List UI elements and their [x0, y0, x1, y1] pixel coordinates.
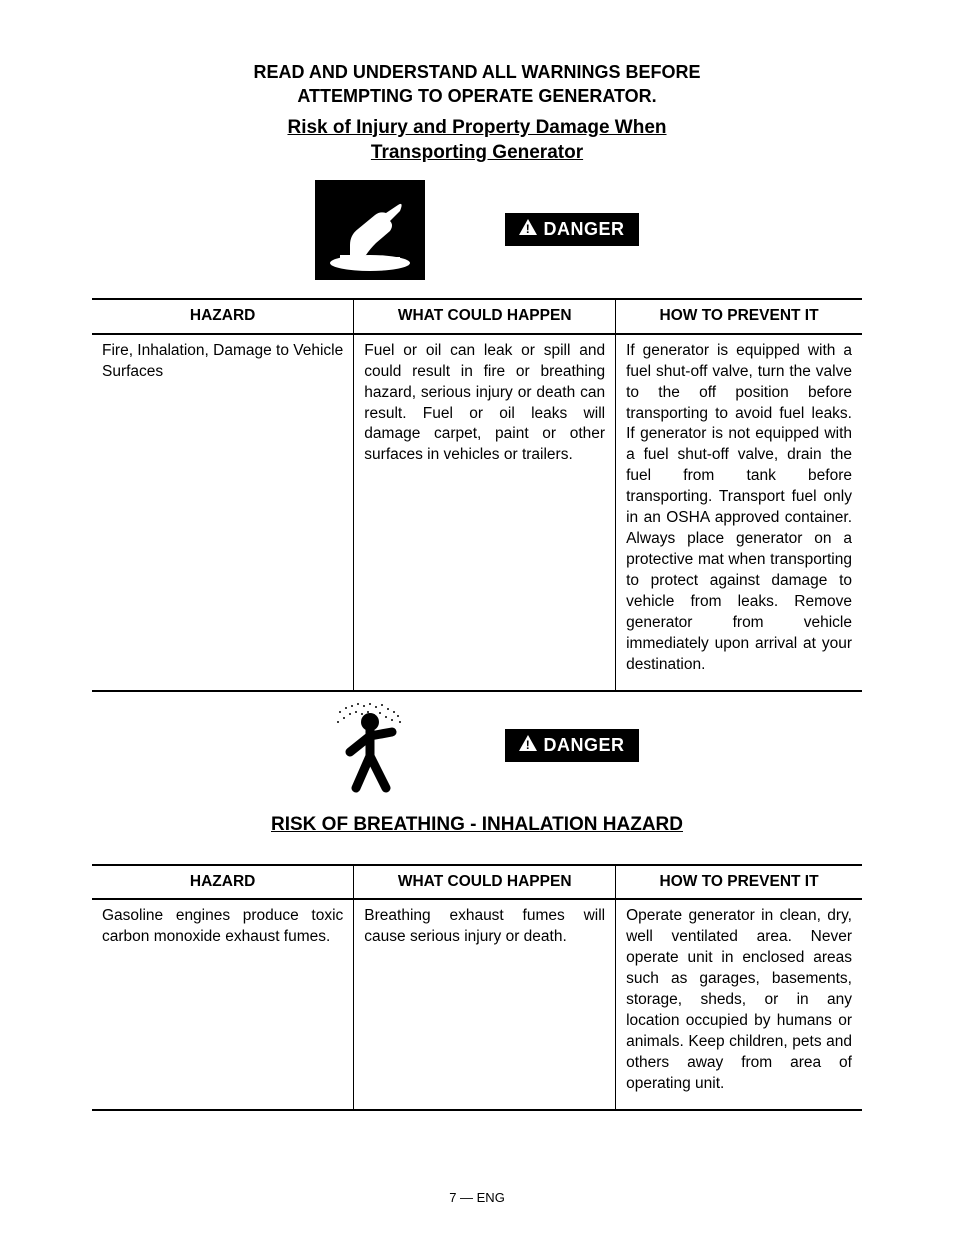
- table-row: Fire, Inhalation, Damage to Vehicle Surf…: [92, 334, 862, 691]
- th-hazard: HAZARD: [92, 299, 354, 334]
- fuel-spill-icon: [315, 180, 425, 280]
- section1-hazard-table: HAZARD WHAT COULD HAPPEN HOW TO PREVENT …: [92, 298, 862, 692]
- danger-text-2: DANGER: [543, 735, 624, 756]
- svg-text:!: !: [526, 738, 531, 751]
- section1-icon-row: ! DANGER: [92, 180, 862, 280]
- th-happen-2: WHAT COULD HAPPEN: [354, 865, 616, 900]
- cell-happen-1: Fuel or oil can leak or spill and could …: [354, 334, 616, 691]
- section1-title-line1: Risk of Injury and Property Damage When: [287, 117, 666, 138]
- th-prevent: HOW TO PREVENT IT: [616, 299, 862, 334]
- th-prevent-2: HOW TO PREVENT IT: [616, 865, 862, 900]
- section2-icon-row: ! DANGER: [92, 696, 862, 796]
- table-header-row: HAZARD WHAT COULD HAPPEN HOW TO PREVENT …: [92, 299, 862, 334]
- top-warning-line2: ATTEMPTING TO OPERATE GENERATOR.: [297, 86, 656, 106]
- section1-title: Risk of Injury and Property Damage When …: [92, 115, 862, 166]
- warning-triangle-icon-2: !: [519, 735, 537, 756]
- cell-prevent-2: Operate generator in clean, dry, well ve…: [616, 899, 862, 1109]
- table-row: Gasoline engines produce toxic carbon mo…: [92, 899, 862, 1109]
- th-hazard-2: HAZARD: [92, 865, 354, 900]
- top-warning-line1: READ AND UNDERSTAND ALL WARNINGS BEFORE: [253, 62, 700, 82]
- danger-label-2: ! DANGER: [505, 729, 638, 762]
- cell-happen-2: Breathing exhaust fumes will cause serio…: [354, 899, 616, 1109]
- th-happen: WHAT COULD HAPPEN: [354, 299, 616, 334]
- cell-prevent-1: If generator is equipped with a fuel shu…: [616, 334, 862, 691]
- svg-text:!: !: [526, 222, 531, 235]
- top-warning: READ AND UNDERSTAND ALL WARNINGS BEFORE …: [92, 60, 862, 109]
- page-footer: 7 — ENG: [0, 1190, 954, 1205]
- page: READ AND UNDERSTAND ALL WARNINGS BEFORE …: [0, 0, 954, 1235]
- warning-triangle-icon: !: [519, 219, 537, 240]
- table-header-row: HAZARD WHAT COULD HAPPEN HOW TO PREVENT …: [92, 865, 862, 900]
- section2-hazard-table: HAZARD WHAT COULD HAPPEN HOW TO PREVENT …: [92, 864, 862, 1111]
- cell-hazard-1: Fire, Inhalation, Damage to Vehicle Surf…: [92, 334, 354, 691]
- inhalation-svg-icon: [320, 698, 420, 793]
- danger-text-1: DANGER: [543, 219, 624, 240]
- inhalation-icon: [315, 696, 425, 796]
- section2-title: RISK OF BREATHING - INHALATION HAZARD: [92, 814, 862, 836]
- fuel-spill-svg-icon: [320, 185, 420, 275]
- danger-label-1: ! DANGER: [505, 213, 638, 246]
- cell-hazard-2: Gasoline engines produce toxic carbon mo…: [92, 899, 354, 1109]
- section1-title-line2: Transporting Generator: [371, 142, 583, 163]
